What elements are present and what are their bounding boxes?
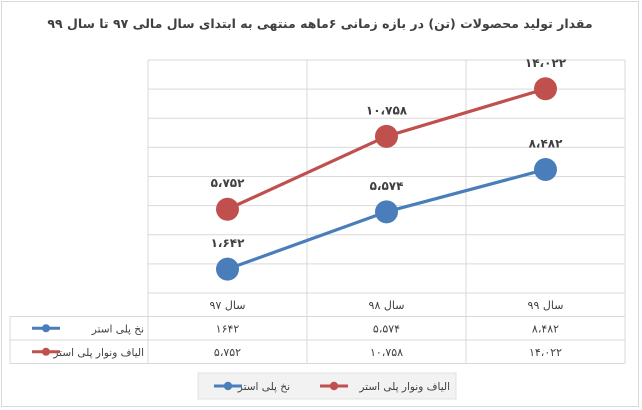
table-cell-value: ۱۶۴۲ bbox=[216, 322, 240, 335]
data-label: ۱۰،۷۵۸ bbox=[366, 103, 408, 117]
series-marker-0 bbox=[534, 157, 557, 181]
series-marker-1 bbox=[375, 124, 398, 148]
table-cell-value: ۱۴،۰۲۲ bbox=[529, 346, 562, 359]
table-series-name: الیاف ونوار پلی استر bbox=[52, 347, 144, 359]
data-label: ۵،۷۵۲ bbox=[211, 176, 246, 190]
chart-title: مقدار تولید محصولات (تن) در بازه زمانی ۶… bbox=[47, 16, 592, 31]
legend-key-marker bbox=[329, 381, 339, 391]
data-table: سال ۹۷ سال ۹۸ سال ۹۹ نخ پلی استر ۱۶۴۲ ۵،۵۷۴ ۸،… bbox=[9, 292, 626, 364]
category-label: سال ۹۷ bbox=[210, 299, 246, 312]
table-series-name: نخ پلی استر bbox=[91, 323, 144, 335]
series-marker-1 bbox=[534, 77, 557, 101]
category-label: سال ۹۹ bbox=[528, 299, 564, 312]
table-legend-key-marker bbox=[42, 324, 50, 333]
table-cell-value: ۸،۴۸۲ bbox=[532, 322, 559, 335]
data-labels: ۱،۶۴۲ ۵،۵۷۴ ۸،۴۸۲ ۵،۷۵۲ ۱۰،۷۵۸ ۱۴،۰۲۲ bbox=[211, 56, 567, 250]
series-marker-1 bbox=[216, 197, 239, 221]
table-legend-key-marker bbox=[42, 347, 50, 356]
series-marker-0 bbox=[216, 257, 239, 281]
legend: نخ پلی استر الیاف ونوار پلی استر bbox=[197, 372, 457, 400]
legend-key-marker bbox=[223, 381, 233, 391]
legend-label: الیاف ونوار پلی استر bbox=[358, 381, 450, 393]
data-label: ۱،۶۴۲ bbox=[211, 236, 246, 250]
data-label: ۸،۴۸۲ bbox=[529, 136, 564, 150]
table-cell-value: ۵،۷۵۲ bbox=[214, 346, 241, 359]
category-label: سال ۹۸ bbox=[369, 299, 405, 312]
data-label: ۱۴،۰۲۲ bbox=[525, 56, 567, 70]
data-label: ۵،۵۷۴ bbox=[370, 179, 404, 193]
legend-label: نخ پلی استر bbox=[237, 381, 290, 393]
series-marker-0 bbox=[375, 200, 398, 224]
table-cell-value: ۱۰،۷۵۸ bbox=[370, 346, 403, 359]
table-cell-value: ۵،۵۷۴ bbox=[373, 322, 400, 335]
series-lines bbox=[216, 77, 557, 281]
